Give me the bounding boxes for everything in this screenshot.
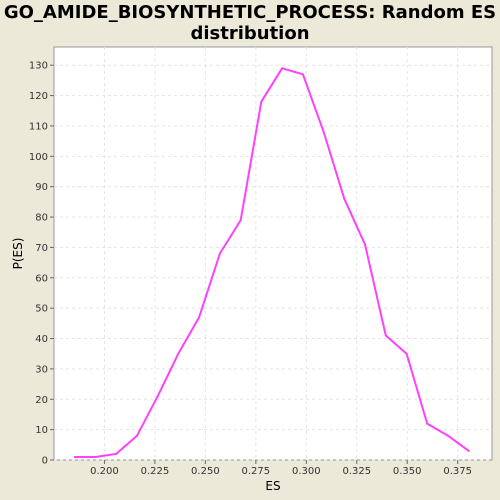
y-tick-label: 30 xyxy=(35,364,48,375)
plot-area xyxy=(53,46,493,461)
x-tick-label: 0.225 xyxy=(141,466,170,477)
y-tick-label: 20 xyxy=(35,395,48,406)
data-point xyxy=(218,252,221,255)
chart-title-line-1: GO_AMIDE_BIOSYNTHETIC_PROCESS: Random ES xyxy=(3,2,497,23)
data-point xyxy=(467,449,470,452)
y-tick-label: 130 xyxy=(29,61,48,72)
y-tick-label: 40 xyxy=(35,334,48,345)
data-point xyxy=(405,352,408,355)
x-tick-label: 0.325 xyxy=(342,466,371,477)
y-tick-label: 100 xyxy=(29,152,48,163)
data-point xyxy=(426,422,429,425)
data-point xyxy=(281,67,284,70)
axes: 0 10 20 30 40 50 60 70 80 90 100 110 120 130 0.200 0.22… xyxy=(29,61,472,477)
y-tick-label: 0 xyxy=(42,456,48,467)
data-point xyxy=(446,434,449,437)
y-tick-label: 50 xyxy=(35,304,48,315)
data-point xyxy=(239,219,242,222)
y-tick-label: 80 xyxy=(35,213,48,224)
data-point xyxy=(177,352,180,355)
data-point xyxy=(343,197,346,200)
series-line xyxy=(74,67,470,458)
grid xyxy=(54,47,492,461)
y-tick-label: 120 xyxy=(29,91,48,102)
x-tick-label: 0.250 xyxy=(191,466,220,477)
data-point xyxy=(156,395,159,398)
data-point xyxy=(364,243,367,246)
data-point xyxy=(260,100,263,103)
data-point xyxy=(94,455,97,458)
data-point xyxy=(115,452,118,455)
data-point xyxy=(384,334,387,337)
data-point xyxy=(301,73,304,76)
x-tick-label: 0.200 xyxy=(90,466,119,477)
x-tick-label: 0.375 xyxy=(443,466,472,477)
y-axis-label: P(ES) xyxy=(11,238,25,270)
y-tick-label: 90 xyxy=(35,182,48,193)
x-tick-label: 0.275 xyxy=(242,466,271,477)
data-point xyxy=(322,131,325,134)
y-tick-label: 10 xyxy=(35,425,48,436)
series-layer xyxy=(73,67,470,458)
chart-title: GO_AMIDE_BIOSYNTHETIC_PROCESS: Random ES… xyxy=(0,2,500,44)
chart-title-line-2: distribution xyxy=(190,23,310,44)
data-point xyxy=(198,316,201,319)
x-tick-label: 0.350 xyxy=(393,466,422,477)
y-tick-label: 60 xyxy=(35,273,48,284)
y-tick-label: 70 xyxy=(35,243,48,254)
data-point xyxy=(135,434,138,437)
y-tick-label: 110 xyxy=(29,121,48,132)
x-tick-label: 0.300 xyxy=(292,466,321,477)
data-point xyxy=(73,455,76,458)
x-axis-label: ES xyxy=(265,479,280,493)
